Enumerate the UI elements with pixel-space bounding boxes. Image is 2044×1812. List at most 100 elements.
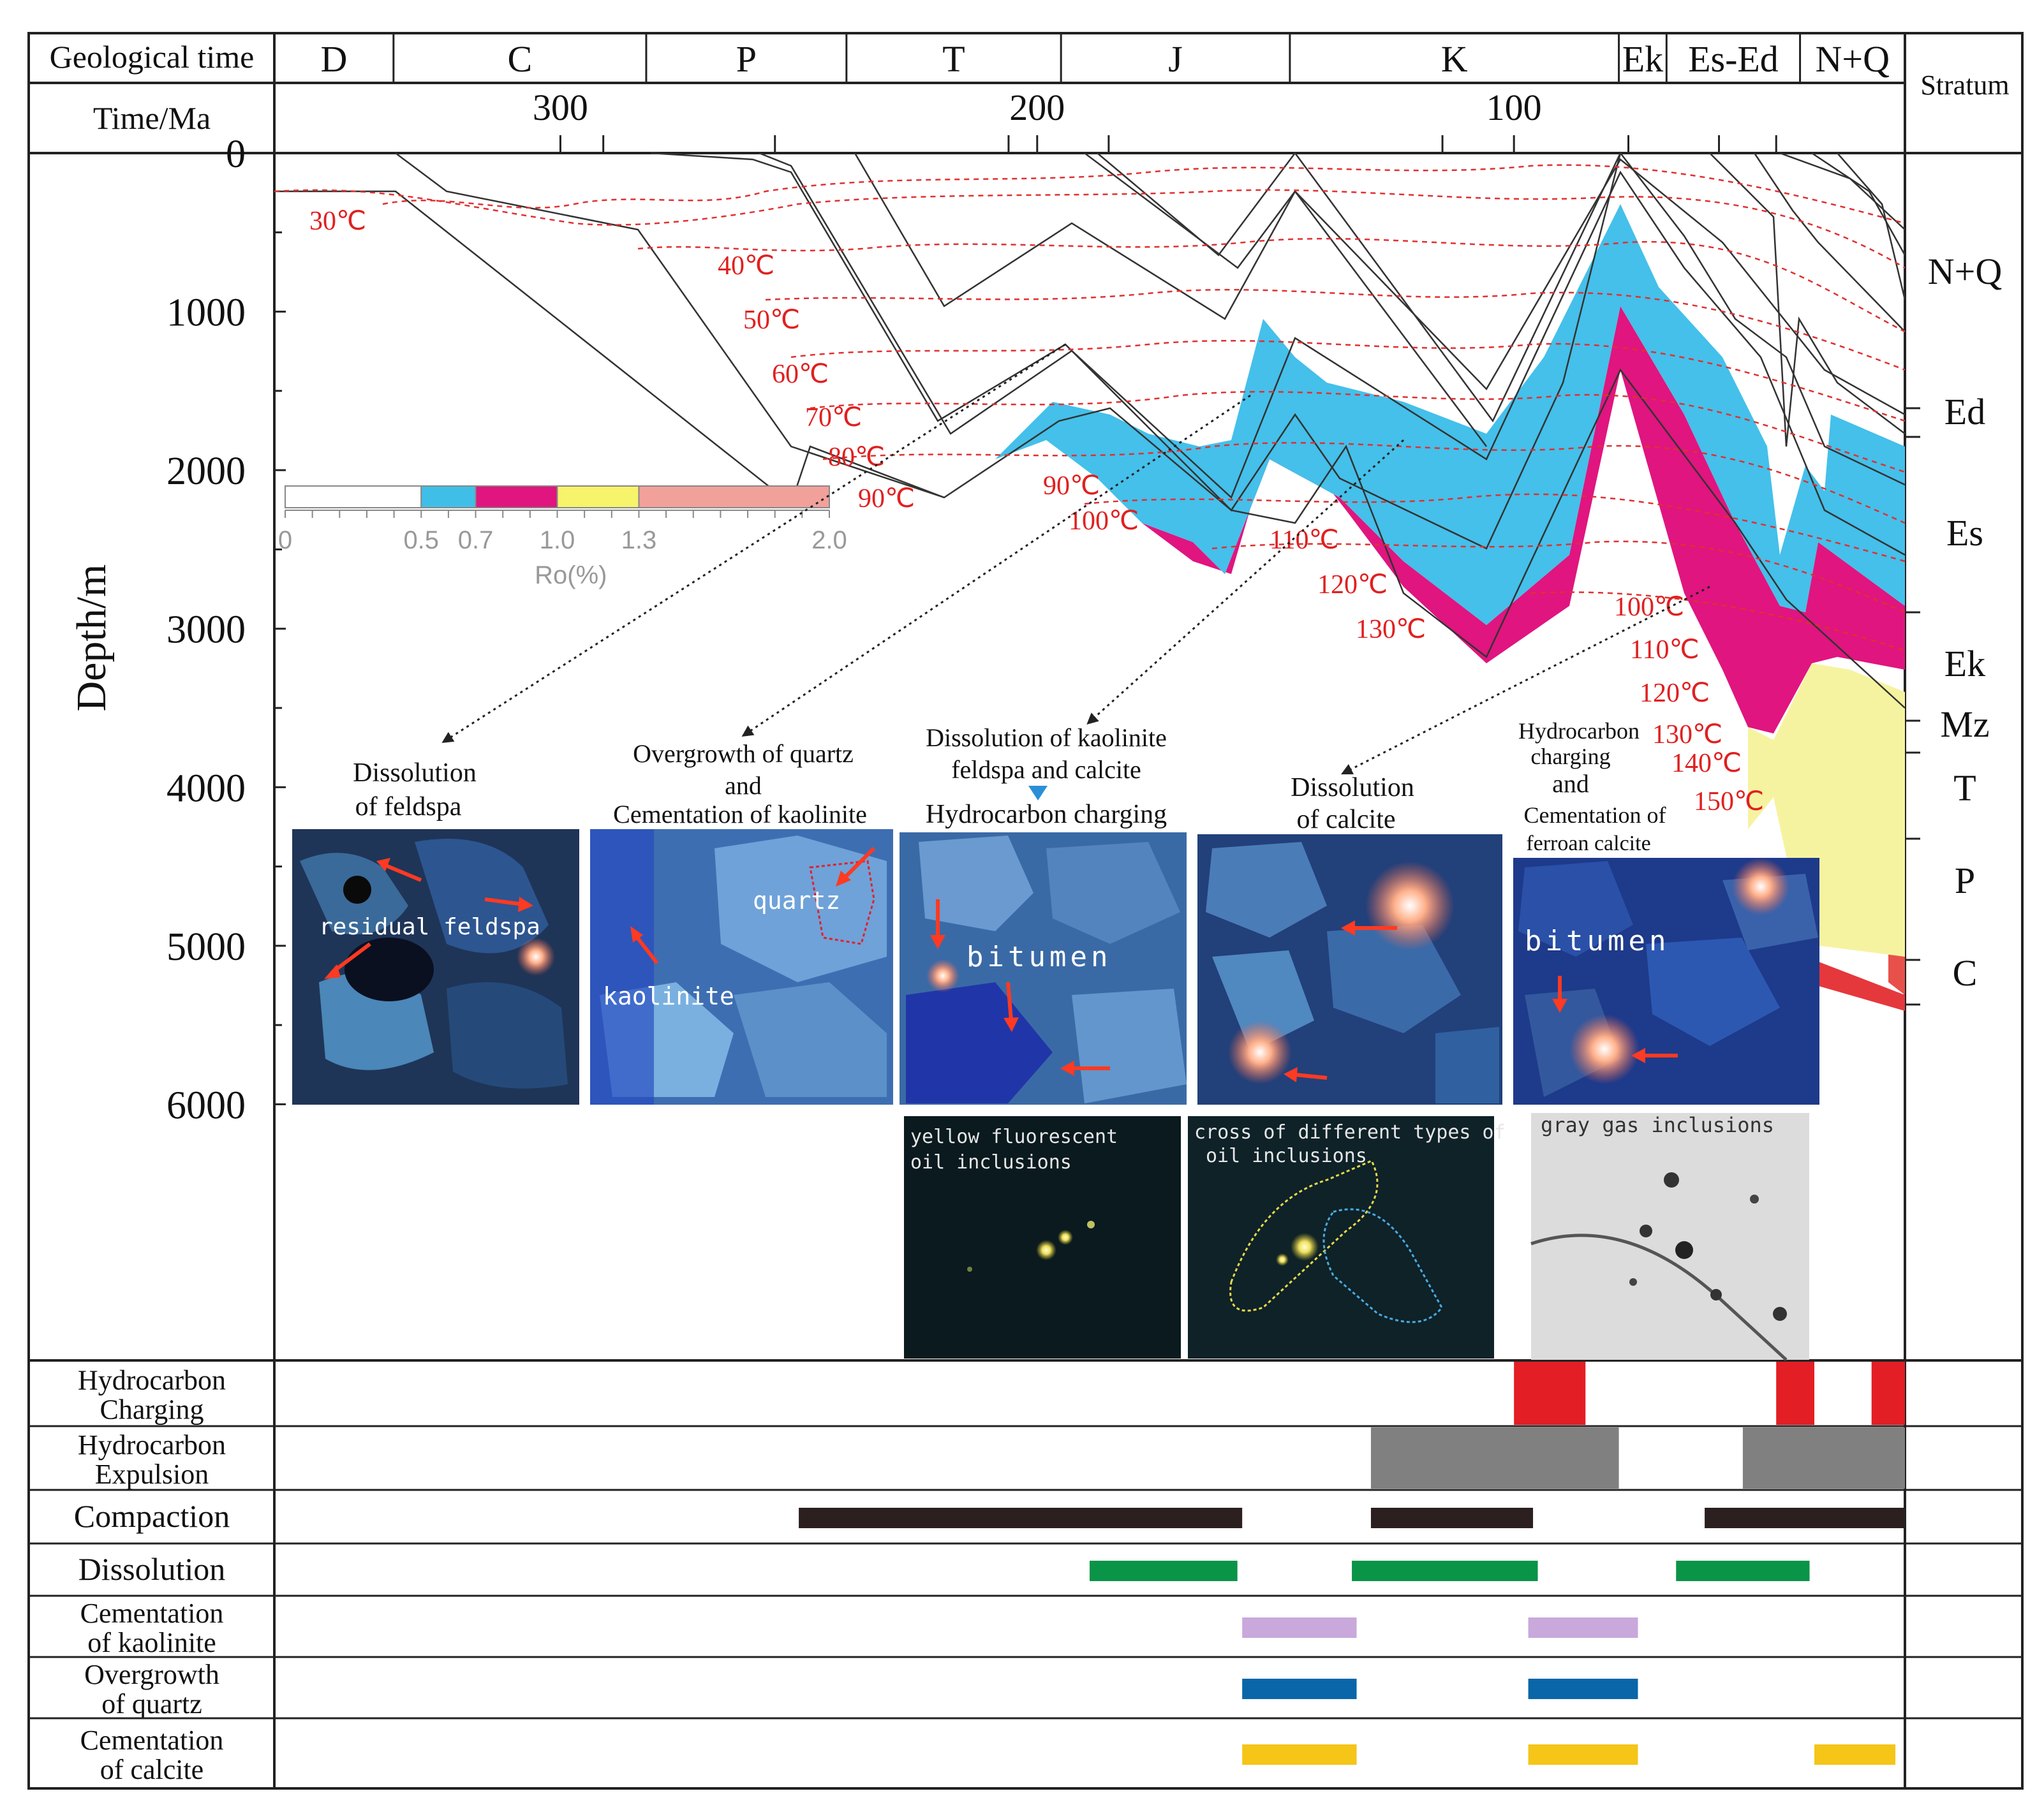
period-label: T xyxy=(942,38,965,80)
panel-title-2: charging xyxy=(1530,744,1610,769)
panel-title-3: Hydrocarbon charging xyxy=(926,800,1167,829)
panel-title-5: ferroan calcite xyxy=(1526,832,1650,855)
inclusion-panel-yellow-oil: yellow fluorescent oil inclusions xyxy=(904,1116,1181,1359)
event-label-2: Expulsion xyxy=(95,1459,209,1490)
event-bar xyxy=(1814,1744,1896,1765)
isotherm-label: 100℃ xyxy=(1614,593,1684,622)
event-bar xyxy=(1528,1744,1638,1765)
event-bar xyxy=(1676,1561,1810,1581)
isotherm-label: 120℃ xyxy=(1640,679,1710,708)
band-ro-1.0-1.3 xyxy=(1748,663,1905,957)
inclusion-panel-gray-gas: gray gas inclusions xyxy=(1530,1113,1809,1361)
isotherms xyxy=(274,164,1906,652)
period-label: P xyxy=(736,38,757,80)
panel-label-kaolinite: kaolinite xyxy=(603,982,734,1010)
panel-label-bitumen: bitumen xyxy=(966,941,1111,973)
band-ro-0.7-1.0 xyxy=(1142,306,1905,733)
event-bar xyxy=(1776,1362,1814,1425)
down-arrow-icon xyxy=(1028,786,1048,800)
isotherm-label: 150℃ xyxy=(1694,787,1764,816)
time-tick-label: 200 xyxy=(1009,87,1065,128)
event-label: Compaction xyxy=(74,1498,230,1534)
inclusion-panel-cross-oil: cross of different types of oil inclusio… xyxy=(1188,1116,1506,1359)
depth-tick-label: 3000 xyxy=(167,608,246,652)
isotherm-label: 90℃ xyxy=(858,484,915,513)
isotherm-label: 70℃ xyxy=(805,403,862,432)
isotherm-label: 120℃ xyxy=(1317,570,1388,600)
panel-bitumen-1: Dissolution of kaolinite feldspa and cal… xyxy=(900,723,1187,1105)
panel-title-2: of calcite xyxy=(1296,805,1395,834)
isotherm-label: 130℃ xyxy=(1356,615,1426,644)
panel-title: Dissolution xyxy=(1291,773,1414,802)
depth-tick-label: 4000 xyxy=(167,767,246,810)
event-bar xyxy=(1528,1617,1638,1638)
ro-tick-label: 1.3 xyxy=(621,526,657,554)
stratum-label: Ek xyxy=(1944,643,1985,684)
band-ro-0.5-0.7 xyxy=(944,204,1905,625)
panel-label-quartz: quartz xyxy=(753,887,840,915)
period-label: J xyxy=(1168,38,1183,80)
isotherm-label: 30℃ xyxy=(309,207,366,236)
isotherm-label: 110℃ xyxy=(1630,635,1700,665)
period-label: D xyxy=(320,38,347,80)
isotherm-label: 40℃ xyxy=(718,251,774,281)
depth-tick-label: 1000 xyxy=(167,291,246,335)
panel-title: Hydrocarbon xyxy=(1518,718,1640,744)
stratum-label: C xyxy=(1953,952,1978,994)
isotherm-label: 60℃ xyxy=(772,360,829,389)
isotherm-label: 140℃ xyxy=(1671,749,1742,778)
ro-tick-label: 1.0 xyxy=(540,526,575,554)
ro-tick-label: 0.7 xyxy=(458,526,494,554)
ro-tick-label: 0 xyxy=(278,526,292,554)
time-tick-label: 300 xyxy=(533,87,588,128)
event-bar xyxy=(1090,1561,1238,1581)
isotherm-label: 130℃ xyxy=(1652,720,1722,749)
stratum-label: P xyxy=(1955,860,1975,901)
frame xyxy=(27,32,2024,1790)
ro-tick-label: 2.0 xyxy=(811,526,847,554)
stratum-column: N+Q Ed Es Ek Mz T P C xyxy=(1905,251,2002,1006)
panel-title-3: and xyxy=(1552,769,1589,798)
event-bar xyxy=(1242,1679,1357,1699)
event-bar xyxy=(1742,1427,1905,1489)
depth-tick-label: 2000 xyxy=(167,450,246,493)
event-bar xyxy=(1352,1561,1538,1581)
ro-swatch xyxy=(475,485,558,508)
event-bar xyxy=(1705,1508,1905,1528)
event-bar xyxy=(1871,1362,1905,1425)
inclusion-label-2: oil inclusions xyxy=(1206,1145,1367,1167)
event-bar xyxy=(1370,1427,1619,1489)
period-label: C xyxy=(508,38,533,80)
event-label: Cementation xyxy=(80,1725,224,1756)
event-bar xyxy=(1242,1744,1357,1765)
event-bar xyxy=(1514,1362,1586,1425)
ro-swatch xyxy=(556,485,640,508)
panel-title: Overgrowth of quartz xyxy=(633,739,854,768)
ro-swatch xyxy=(285,485,422,508)
depth-tick-label: 5000 xyxy=(167,925,246,969)
period-label: Es-Ed xyxy=(1688,38,1779,80)
panel-calcite: Dissolution of calcite xyxy=(1197,773,1502,1105)
inclusion-label: cross of different types of xyxy=(1194,1121,1506,1144)
event-label: Hydrocarbon xyxy=(78,1429,226,1461)
inclusion-label-2: oil inclusions xyxy=(910,1151,1072,1174)
isotherm-label: 100℃ xyxy=(1069,506,1139,536)
event-label-2: of calcite xyxy=(100,1754,204,1785)
event-label: Hydrocarbon xyxy=(78,1365,226,1396)
panel-title-2: and xyxy=(725,771,762,800)
event-bar xyxy=(1242,1617,1357,1638)
pointer-arrows xyxy=(441,343,1710,775)
panel-title: Dissolution of kaolinite xyxy=(926,723,1167,752)
isotherm-labels: 30℃ 40℃ 50℃ 60℃ 70℃ 80℃ 90℃ 90℃ 100℃ 110℃ 120℃ 130℃… xyxy=(309,207,1764,816)
event-label: Overgrowth xyxy=(84,1659,219,1690)
panel-title-3: Cementation of kaolinite xyxy=(613,800,867,829)
geological-time-label: Geological time xyxy=(50,39,255,75)
ro-swatch xyxy=(420,485,477,508)
inclusion-label: gray gas inclusions xyxy=(1541,1113,1774,1137)
panel-title-2: of feldspa xyxy=(355,792,462,821)
event-bar xyxy=(1370,1508,1534,1528)
event-bar xyxy=(799,1508,1243,1528)
stratum-label: N+Q xyxy=(1928,251,2002,292)
stratum-label: Stratum xyxy=(1920,70,2009,101)
event-bar xyxy=(1528,1679,1638,1699)
